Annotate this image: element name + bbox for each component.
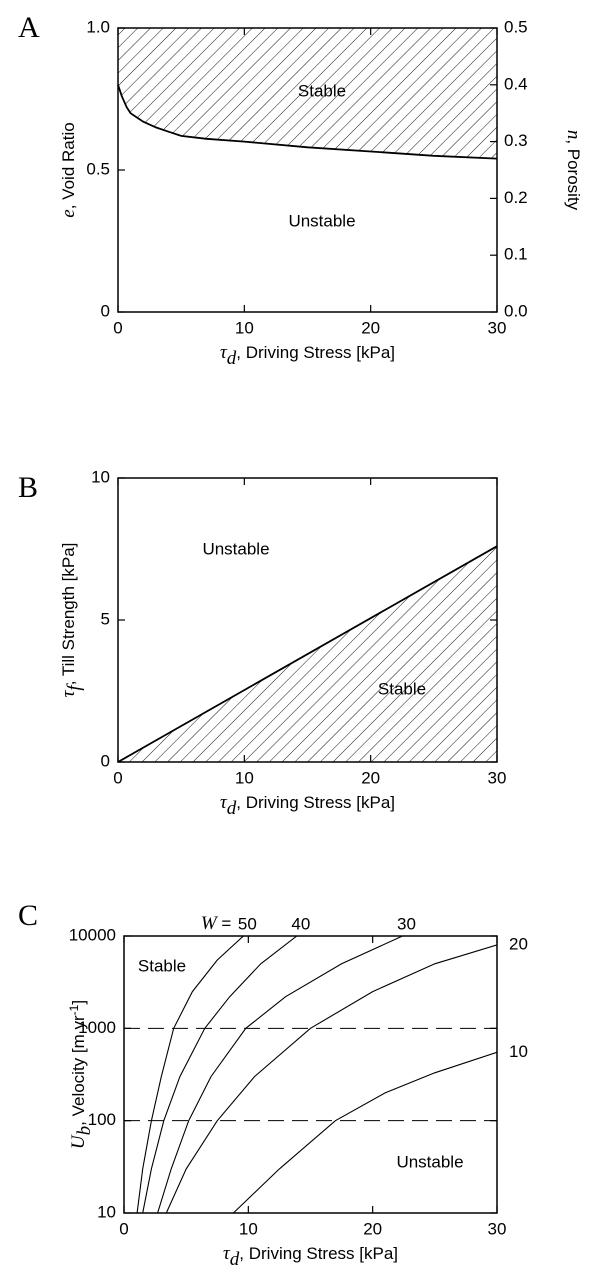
label-symbol: τ (220, 792, 228, 813)
x-tick-label: 30 (488, 1219, 507, 1238)
boundary-line (117, 545, 498, 763)
x-tick-label: 0 (119, 1219, 128, 1238)
label-symbol: τ (220, 342, 228, 363)
y-axis-title: e, Void Ratio (58, 122, 79, 217)
y2-tick-label: 0.5 (504, 17, 528, 36)
y2-tick-label: 0.1 (504, 245, 528, 264)
y-tick-label: 0 (101, 301, 110, 320)
label-subscript: f (64, 683, 85, 691)
x-axis-title: τd, Driving Stress [kPa] (223, 1243, 398, 1270)
series-label: 40 (291, 914, 310, 933)
curve (142, 936, 298, 1213)
label-text: , Driving Stress [kPa] (236, 793, 395, 812)
x-tick-label: 10 (235, 768, 254, 787)
y-tick-label: 10 (91, 467, 110, 486)
y-tick-label: 5 (101, 609, 110, 628)
region-label: Unstable (288, 211, 355, 230)
w-label: W = (201, 913, 232, 934)
label-symbol: n (563, 130, 584, 140)
region-label: Unstable (202, 539, 269, 558)
region-label: Stable (298, 81, 346, 100)
series-label: 50 (238, 914, 257, 933)
label-symbol: τ (58, 689, 79, 697)
y-tick-label: 10 (97, 1202, 116, 1221)
label-subscript: d (227, 798, 237, 819)
y-tick-label: 10000 (69, 925, 116, 944)
y2-tick-label: 0.3 (504, 131, 528, 150)
x-tick-label: 20 (361, 768, 380, 787)
label-text: , Till Strength [kPa] (59, 543, 78, 686)
label-symbol: W (201, 913, 219, 934)
y-tick-label: 1.0 (86, 17, 110, 36)
curve (233, 1051, 497, 1213)
plot-frame (123, 935, 498, 1214)
label-text: , Driving Stress [kPa] (236, 343, 395, 362)
panel-label: C (18, 899, 38, 932)
label-text: , Porosity (564, 139, 583, 210)
y2-axis-title: n, Porosity (563, 130, 584, 211)
series-label: 20 (509, 934, 528, 953)
x-tick-label: 30 (488, 768, 507, 787)
y-axis-title: Ub, Velocity [m yr-1] (67, 1000, 95, 1149)
label-text: , Velocity [m yr (69, 1015, 88, 1126)
x-axis-title: τd, Driving Stress [kPa] (220, 792, 395, 819)
label-text: ] (69, 1000, 88, 1005)
boundary-line (117, 84, 498, 160)
region-label: Stable (138, 956, 186, 975)
label-superscript: -1 (67, 1004, 81, 1015)
y-tick-label: 0 (101, 751, 110, 770)
label-subscript: d (230, 1249, 240, 1270)
x-tick-label: 20 (363, 1219, 382, 1238)
label-text: , Void Ratio (59, 122, 78, 209)
x-axis-title: τd, Driving Stress [kPa] (220, 342, 395, 369)
series-label: 10 (509, 1042, 528, 1061)
label-subscript: b (74, 1126, 95, 1136)
y-tick-label: 1000 (78, 1018, 116, 1037)
x-tick-label: 30 (488, 318, 507, 337)
x-tick-label: 10 (239, 1219, 258, 1238)
curve (165, 944, 497, 1213)
y2-tick-label: 0.2 (504, 188, 528, 207)
y-tick-label: 100 (88, 1110, 116, 1129)
panel-label: B (18, 471, 38, 504)
label-subscript: d (227, 348, 237, 369)
label-text: = (217, 914, 232, 933)
label-symbol: e (58, 209, 79, 217)
panel-label: A (18, 11, 40, 44)
series-label: 30 (397, 914, 416, 933)
curve (157, 936, 403, 1213)
region-label: Unstable (396, 1152, 463, 1171)
label-symbol: U (68, 1134, 89, 1149)
curve (136, 936, 244, 1213)
y2-tick-label: 0.0 (504, 301, 528, 320)
x-tick-label: 20 (361, 318, 380, 337)
label-symbol: τ (223, 1243, 231, 1264)
y-tick-label: 0.5 (86, 159, 110, 178)
label-text: , Driving Stress [kPa] (239, 1244, 398, 1263)
x-tick-label: 10 (235, 318, 254, 337)
x-tick-label: 0 (113, 318, 122, 337)
y-axis-title: τf, Till Strength [kPa] (58, 543, 85, 698)
region-label: Stable (378, 679, 426, 698)
hatched-region (118, 28, 497, 159)
x-tick-label: 0 (113, 768, 122, 787)
y2-tick-label: 0.4 (504, 74, 528, 93)
